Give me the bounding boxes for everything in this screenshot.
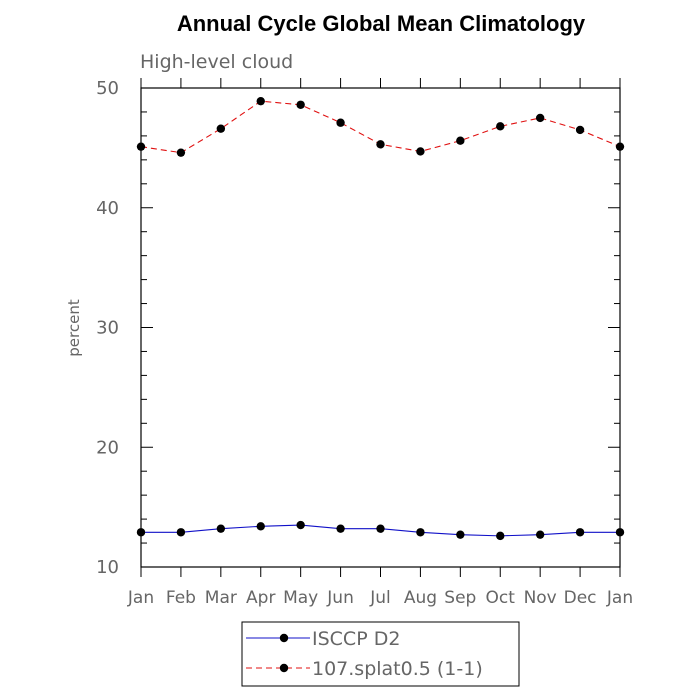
x-tick-label: Dec [564,588,597,608]
data-point [376,524,385,533]
data-point [296,100,305,109]
x-tick-label: Aug [404,588,437,608]
x-tick-label: Jul [369,588,391,608]
y-tick-label: 20 [96,437,119,458]
data-point [336,524,345,533]
legend-label: ISCCP D2 [312,628,400,650]
y-tick-label: 10 [96,557,119,578]
x-tick-label: Jan [127,588,154,608]
data-point [456,530,465,539]
data-point [176,148,186,157]
x-tick-label: Jun [326,588,354,608]
legend-box [241,621,520,687]
data-point [575,125,585,135]
plot-frame [140,87,621,568]
x-tick-label: Jan [606,588,633,608]
data-point [256,522,265,531]
y-tick-label: 40 [96,198,119,219]
legend-marker [279,633,289,643]
legend-label: 107.splat0.5 (1-1) [312,658,483,680]
data-point [416,528,425,537]
data-point [496,531,505,541]
x-tick-label: Sep [444,588,476,608]
data-point [296,520,305,530]
data-point [336,118,345,127]
data-point [575,528,585,537]
data-point [496,122,505,131]
y-axis-label: percent [65,299,83,357]
data-point [216,524,226,533]
data-point [416,147,425,156]
y-tick-label: 50 [96,78,119,99]
y-tick-label: 30 [96,318,119,339]
plot-area: 10 20 30 40 50 Jan Feb Mar Apr May Jun Jul Aug Sep Oct… [96,78,633,608]
data-point [456,136,465,145]
x-tick-label: Nov [524,588,557,608]
x-tick-label: Mar [205,588,237,608]
data-point [535,113,545,123]
x-tick-label: Feb [166,588,196,608]
legend: ISCCP D2 107.splat0.5 (1-1) [241,621,520,687]
data-point [136,142,146,151]
chart-title: Annual Cycle Global Mean Climatology [177,11,586,36]
chart-subtitle: High-level cloud [140,51,293,73]
data-point [535,530,545,539]
legend-marker [279,663,289,673]
data-point [256,96,265,106]
data-point [615,528,625,537]
data-point [136,528,146,537]
x-tick-label: Oct [486,588,516,608]
x-tick-label: Apr [246,588,275,608]
data-point [176,528,186,537]
x-tick-label: May [283,588,318,608]
data-point [615,142,625,151]
data-point [216,124,226,133]
data-point [376,140,385,149]
